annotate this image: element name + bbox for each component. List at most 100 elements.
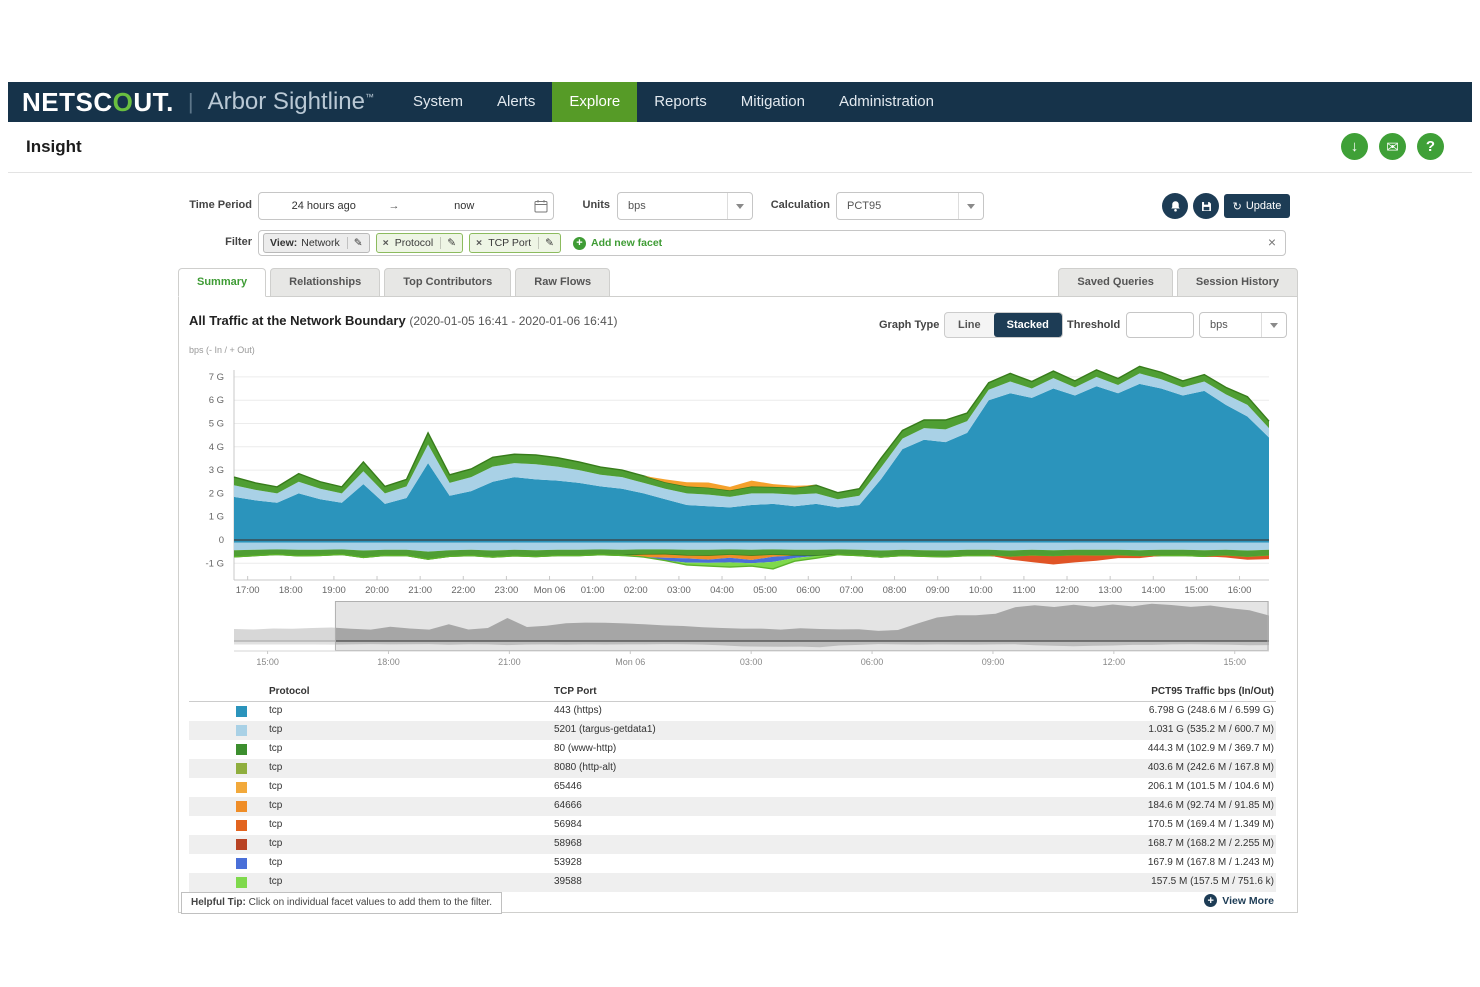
svg-text:21:00: 21:00 [498, 657, 521, 667]
tab-session-history[interactable]: Session History [1177, 268, 1298, 297]
cell-protocol[interactable]: tcp [269, 838, 282, 849]
threshold-units-select[interactable]: bps [1199, 312, 1287, 338]
table-row[interactable]: tcp39588157.5 M (157.5 M / 751.6 k) [189, 873, 1276, 892]
calculation-select[interactable]: PCT95 [836, 192, 984, 220]
cell-protocol[interactable]: tcp [269, 705, 282, 716]
cell-protocol[interactable]: tcp [269, 819, 282, 830]
remove-facet-icon[interactable]: × [383, 237, 389, 249]
table-row[interactable]: tcp58968168.7 M (168.2 M / 2.255 M) [189, 835, 1276, 854]
svg-text:10:00: 10:00 [969, 585, 993, 596]
svg-text:03:00: 03:00 [667, 585, 691, 596]
cell-tcp-port[interactable]: 443 (https) [554, 705, 602, 716]
nav-item-administration[interactable]: Administration [822, 82, 951, 122]
remove-facet-icon[interactable]: × [476, 237, 482, 249]
cell-tcp-port[interactable]: 56984 [554, 819, 582, 830]
cell-traffic: 206.1 M (101.5 M / 104.6 M) [1148, 781, 1274, 792]
tab-relationships[interactable]: Relationships [270, 268, 380, 297]
svg-text:23:00: 23:00 [495, 585, 519, 596]
cell-protocol[interactable]: tcp [269, 743, 282, 754]
time-period-picker[interactable]: 24 hours ago → now [258, 192, 554, 220]
insight-bar: Insight ↓ ✉ ? [8, 122, 1472, 173]
svg-text:15:00: 15:00 [256, 657, 279, 667]
edit-pencil-icon[interactable]: ✎ [538, 237, 554, 249]
brand-separator: | [188, 89, 194, 115]
helpful-tip: Helpful Tip: Click on individual facet v… [181, 892, 502, 914]
nav-item-explore[interactable]: Explore [552, 82, 637, 122]
tab-summary[interactable]: Summary [178, 268, 266, 297]
chevron-down-icon[interactable] [958, 193, 983, 219]
cell-tcp-port[interactable]: 39588 [554, 876, 582, 887]
table-row[interactable]: tcp64666184.6 M (92.74 M / 91.85 M) [189, 797, 1276, 816]
cell-tcp-port[interactable]: 8080 (http-alt) [554, 762, 616, 773]
table-row[interactable]: tcp8080 (http-alt)403.6 M (242.6 M / 167… [189, 759, 1276, 778]
table-row[interactable]: tcp53928167.9 M (167.8 M / 1.243 M) [189, 854, 1276, 873]
cell-protocol[interactable]: tcp [269, 857, 282, 868]
svg-text:21:00: 21:00 [408, 585, 432, 596]
calendar-icon[interactable] [529, 199, 553, 213]
filter-chips: View:Network✎×Protocol✎×TCP Port✎ [263, 233, 567, 253]
cell-tcp-port[interactable]: 58968 [554, 838, 582, 849]
nav-item-reports[interactable]: Reports [637, 82, 724, 122]
update-label: Update [1246, 200, 1281, 212]
nav-item-alerts[interactable]: Alerts [480, 82, 552, 122]
filter-chip-tcp-port[interactable]: × TCP Port ✎ [469, 233, 561, 253]
graph-type-line[interactable]: Line [945, 313, 994, 337]
clear-filter-icon[interactable]: × [1268, 234, 1276, 250]
traffic-chart[interactable]: 7 G6 G5 G4 G3 G2 G1 G0-1 G17:0018:0019:0… [189, 350, 1299, 602]
cell-tcp-port[interactable]: 53928 [554, 857, 582, 868]
edit-pencil-icon[interactable]: ✎ [347, 237, 363, 249]
table-row[interactable]: tcp80 (www-http)444.3 M (102.9 M / 369.7… [189, 740, 1276, 759]
tab-raw-flows[interactable]: Raw Flows [515, 268, 610, 297]
cell-protocol[interactable]: tcp [269, 762, 282, 773]
filter-chip-protocol[interactable]: ×Protocol✎ [376, 233, 463, 253]
table-row[interactable]: tcp56984170.5 M (169.4 M / 1.349 M) [189, 816, 1276, 835]
save-query-button[interactable] [1193, 193, 1219, 219]
table-row[interactable]: tcp 65446 206.1 M (101.5 M / 104.6 M) [189, 778, 1276, 797]
view-more-link[interactable]: + View More [1204, 894, 1274, 907]
netscout-logo[interactable]: NETSCOUT. [22, 87, 174, 118]
cell-protocol[interactable]: tcp [269, 800, 282, 811]
download-button[interactable]: ↓ [1341, 133, 1368, 160]
table-row[interactable]: tcp443 (https)6.798 G (248.6 M / 6.599 G… [189, 702, 1276, 721]
cell-protocol[interactable]: tcp [269, 876, 282, 887]
table-row[interactable]: tcp5201 (targus-getdata1)1.031 G (535.2 … [189, 721, 1276, 740]
timeline-minimap[interactable]: 15:0018:0021:00Mon 0603:0006:0009:0012:0… [189, 601, 1299, 671]
add-new-facet-button[interactable]: + Add new facet [573, 237, 662, 250]
view-more-label: View More [1222, 895, 1274, 907]
graph-type-stacked[interactable]: Stacked [994, 313, 1062, 337]
svg-text:18:00: 18:00 [279, 585, 303, 596]
cell-tcp-port[interactable]: 65446 [554, 781, 582, 792]
svg-text:-1 G: -1 G [206, 558, 224, 569]
cell-protocol[interactable]: tcp [269, 781, 282, 792]
col-tcp-port: TCP Port [554, 686, 597, 697]
nav-item-mitigation[interactable]: Mitigation [724, 82, 822, 122]
cell-protocol[interactable]: tcp [269, 724, 282, 735]
nav-item-system[interactable]: System [396, 82, 480, 122]
cell-tcp-port[interactable]: 5201 (targus-getdata1) [554, 724, 656, 735]
series-color-swatch [236, 706, 247, 717]
time-to-value[interactable]: now [400, 200, 530, 212]
svg-text:2 G: 2 G [209, 488, 224, 499]
edit-pencil-icon[interactable]: ✎ [440, 237, 456, 249]
cell-tcp-port[interactable]: 64666 [554, 800, 582, 811]
cell-tcp-port[interactable]: 80 (www-http) [554, 743, 616, 754]
chevron-down-icon[interactable] [727, 193, 752, 219]
chip-label: TCP Port [488, 237, 531, 249]
tab-saved-queries[interactable]: Saved Queries [1058, 268, 1172, 297]
filter-chip-network[interactable]: View:Network✎ [263, 233, 370, 253]
chart-title: All Traffic at the Network Boundary (202… [189, 313, 617, 328]
alert-bell-button[interactable] [1162, 193, 1188, 219]
tab-top-contributors[interactable]: Top Contributors [384, 268, 511, 297]
svg-text:Mon 06: Mon 06 [534, 585, 566, 596]
units-select[interactable]: bps [617, 192, 753, 220]
threshold-input[interactable] [1126, 312, 1194, 338]
svg-text:1 G: 1 G [209, 512, 224, 523]
update-button[interactable]: ↻ Update [1224, 194, 1290, 218]
time-from-value[interactable]: 24 hours ago [259, 200, 389, 212]
svg-text:11:00: 11:00 [1012, 585, 1035, 596]
help-button[interactable]: ? [1417, 133, 1444, 160]
plus-circle-icon: + [1204, 894, 1217, 907]
email-button[interactable]: ✉ [1379, 133, 1406, 160]
chevron-down-icon[interactable] [1261, 313, 1286, 337]
save-disk-icon [1200, 200, 1213, 213]
